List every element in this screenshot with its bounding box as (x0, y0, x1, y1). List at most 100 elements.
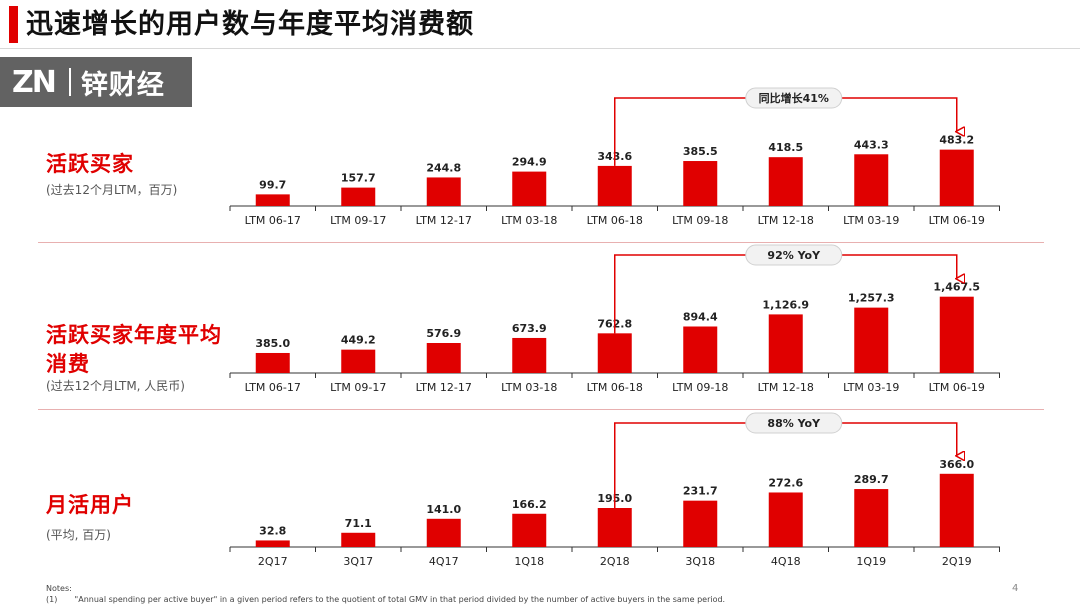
bar (768, 157, 803, 206)
category-label: LTM 09-17 (330, 381, 386, 394)
bar (426, 518, 461, 547)
section-divider (38, 409, 1044, 410)
category-label: LTM 12-18 (758, 381, 814, 394)
bar (255, 194, 290, 206)
data-label: 231.7 (683, 485, 718, 498)
category-label: 3Q17 (343, 555, 373, 568)
slide-title: 迅速增长的用户数与年度平均消费额 (26, 9, 474, 40)
category-label: LTM 06-19 (929, 214, 985, 227)
category-label: LTM 06-18 (587, 214, 643, 227)
bar (512, 337, 547, 373)
footnote-text: "Annual spending per active buyer" in a … (74, 595, 726, 604)
bar (768, 492, 803, 547)
data-label: 32.8 (259, 524, 286, 537)
data-label: 449.2 (341, 334, 376, 347)
watermark-text: 锌财经 (80, 69, 165, 101)
data-label: 244.8 (426, 161, 461, 174)
bar (341, 187, 376, 206)
bar (255, 352, 290, 373)
data-label: 272.6 (768, 476, 803, 489)
category-label: LTM 06-19 (929, 381, 985, 394)
notes-label: Notes: (46, 584, 72, 593)
section-subtitle-mau: (平均, 百万) (46, 528, 111, 542)
category-label: LTM 09-18 (672, 381, 728, 394)
category-label: 4Q17 (429, 555, 459, 568)
title-divider (0, 48, 1080, 49)
data-label: 443.3 (854, 138, 889, 151)
category-label: 3Q18 (685, 555, 715, 568)
watermark-logo: ZN (12, 64, 57, 100)
data-label: 99.7 (259, 178, 286, 191)
bar (512, 171, 547, 206)
yoy-label: 88% YoY (767, 417, 821, 430)
category-label: 1Q18 (514, 555, 544, 568)
section-title-active-buyers: 活跃买家 (46, 150, 134, 179)
category-label: LTM 12-17 (416, 214, 472, 227)
category-label: LTM 12-18 (758, 214, 814, 227)
section-subtitle-annual-spending: (过去12个月LTM, 人民币) (46, 379, 185, 393)
bar (341, 532, 376, 547)
data-label: 385.5 (683, 145, 718, 158)
bar (597, 165, 632, 206)
category-label: LTM 06-18 (587, 381, 643, 394)
bar (683, 326, 718, 373)
category-label: LTM 03-18 (501, 381, 557, 394)
data-label: 894.4 (683, 310, 718, 323)
category-label: 1Q19 (856, 555, 886, 568)
category-label: LTM 03-18 (501, 214, 557, 227)
yoy-label: 92% YoY (767, 249, 821, 262)
yoy-pill (745, 87, 843, 109)
section-title-line: 活跃买家 (46, 152, 134, 176)
data-label: 157.7 (341, 172, 376, 185)
bar (597, 508, 632, 547)
section-title-annual-spending: 活跃买家年度平均 消费 (46, 321, 222, 379)
category-label: LTM 06-17 (245, 214, 301, 227)
bar (854, 307, 889, 373)
data-label: 385.0 (255, 337, 290, 350)
data-label: 1,467.5 (933, 281, 980, 294)
watermark-separator (68, 68, 71, 96)
bar (683, 500, 718, 547)
category-label: 2Q19 (942, 555, 972, 568)
section-title-line: 月活用户 (46, 493, 134, 517)
section-subtitle-active-buyers: (过去12个月LTM，百万) (46, 183, 178, 197)
section-title-mau: 月活用户 (46, 491, 134, 520)
bar (426, 343, 461, 373)
data-label: 141.0 (426, 503, 461, 516)
section-title-line: 消费 (46, 352, 90, 376)
category-label: LTM 03-19 (843, 381, 899, 394)
bar (939, 296, 974, 373)
bar (939, 149, 974, 206)
bar (426, 177, 461, 206)
bar (341, 349, 376, 373)
data-label: 673.9 (512, 322, 547, 335)
bar (255, 540, 290, 547)
data-label: 576.9 (426, 327, 461, 340)
category-label: LTM 03-19 (843, 214, 899, 227)
data-label: 289.7 (854, 473, 889, 486)
data-label: 294.9 (512, 156, 547, 169)
data-label: 1,257.3 (848, 292, 895, 305)
category-label: LTM 12-17 (416, 381, 472, 394)
data-label: 366.0 (939, 458, 974, 471)
data-label: 71.1 (345, 517, 372, 530)
yoy-pill (745, 412, 843, 434)
bar (939, 473, 974, 547)
footnote-number: (1) (46, 595, 58, 604)
bar (768, 314, 803, 373)
section-title-line: 活跃买家年度平均 (46, 323, 222, 347)
category-label: LTM 09-18 (672, 214, 728, 227)
category-label: 4Q18 (771, 555, 801, 568)
bar (512, 513, 547, 547)
category-label: LTM 06-17 (245, 381, 301, 394)
bar (683, 161, 718, 206)
category-label: 2Q18 (600, 555, 630, 568)
category-label: LTM 09-17 (330, 214, 386, 227)
yoy-pill (745, 244, 843, 266)
data-label: 483.2 (939, 134, 974, 147)
yoy-label: 同比增长41% (759, 91, 829, 105)
data-label: 418.5 (768, 141, 803, 154)
footnote: (1) "Annual spending per active buyer" i… (46, 595, 725, 604)
watermark-badge: ZN 锌财经 (0, 57, 192, 107)
